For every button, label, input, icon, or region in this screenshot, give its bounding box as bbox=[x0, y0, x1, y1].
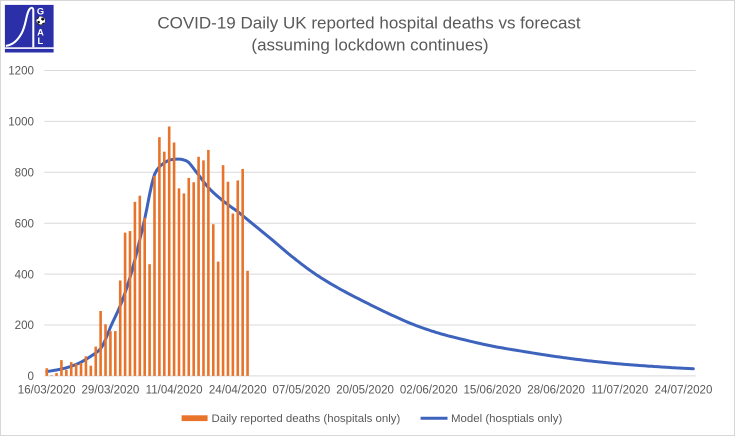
svg-text:L: L bbox=[37, 36, 43, 46]
svg-text:28/06/2020: 28/06/2020 bbox=[527, 385, 585, 397]
svg-text:24/04/2020: 24/04/2020 bbox=[209, 385, 267, 397]
svg-text:(assuming lockdown continues): (assuming lockdown continues) bbox=[251, 35, 488, 54]
svg-text:29/03/2020: 29/03/2020 bbox=[82, 385, 140, 397]
svg-text:07/05/2020: 07/05/2020 bbox=[273, 385, 331, 397]
svg-text:G: G bbox=[37, 7, 44, 17]
svg-text:Model (hosptials only): Model (hosptials only) bbox=[451, 413, 562, 425]
svg-text:11/04/2020: 11/04/2020 bbox=[146, 385, 203, 397]
svg-text:1200: 1200 bbox=[8, 65, 34, 78]
svg-text:A: A bbox=[37, 27, 44, 37]
svg-text:1000: 1000 bbox=[8, 116, 34, 129]
svg-text:400: 400 bbox=[15, 268, 34, 281]
svg-text:24/07/2020: 24/07/2020 bbox=[655, 385, 713, 397]
svg-text:0: 0 bbox=[28, 370, 34, 383]
svg-text:02/06/2020: 02/06/2020 bbox=[400, 385, 458, 397]
svg-text:200: 200 bbox=[15, 319, 34, 332]
svg-text:Daily reported deaths (hospita: Daily reported deaths (hospitals only) bbox=[212, 413, 401, 425]
svg-text:600: 600 bbox=[15, 217, 34, 230]
svg-text:11/07/2020: 11/07/2020 bbox=[591, 385, 648, 397]
svg-text:20/05/2020: 20/05/2020 bbox=[336, 385, 394, 397]
svg-text:16/03/2020: 16/03/2020 bbox=[18, 385, 76, 397]
svg-text:15/06/2020: 15/06/2020 bbox=[464, 385, 522, 397]
svg-text:800: 800 bbox=[15, 167, 34, 180]
svg-text:COVID-19 Daily UK reported hos: COVID-19 Daily UK reported hospital deat… bbox=[157, 13, 581, 32]
